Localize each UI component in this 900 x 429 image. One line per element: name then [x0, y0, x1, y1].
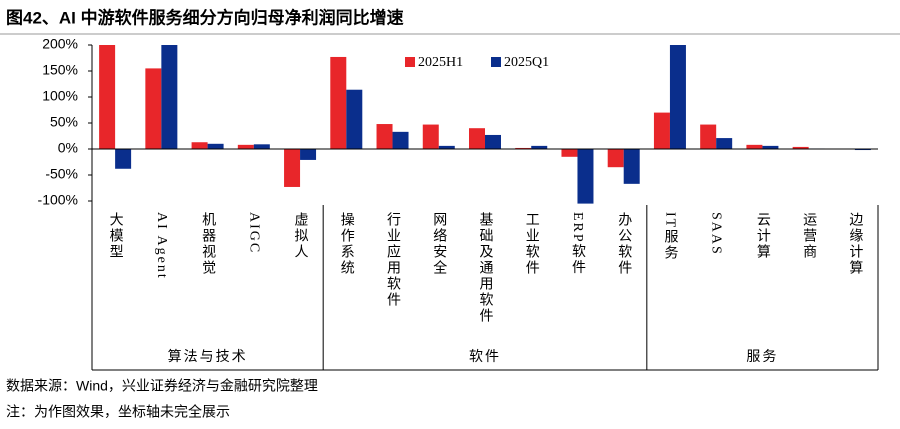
x-tick-label: 网络安全	[431, 212, 447, 276]
bar	[485, 134, 501, 149]
bar	[792, 146, 809, 149]
bar	[330, 56, 347, 149]
bar	[854, 149, 871, 151]
group-label: 服务	[746, 349, 778, 365]
y-tick-label: 50%	[50, 114, 78, 130]
bar	[469, 128, 485, 149]
bar	[561, 149, 578, 157]
group-label: 算法与技术	[168, 349, 248, 365]
bar	[669, 45, 686, 149]
bar	[438, 145, 455, 149]
y-tick-label: 200%	[42, 36, 78, 52]
x-tick-label: SAAS	[709, 212, 724, 256]
x-tick-label: 边缘计算	[847, 212, 863, 276]
x-tick-label: 运营商	[801, 212, 817, 260]
bar	[515, 147, 532, 149]
bar	[300, 149, 317, 160]
x-tick-label: 操作系统	[339, 212, 355, 276]
x-tick-label: IT服务	[662, 212, 678, 261]
bar	[253, 144, 270, 149]
y-tick-label: -50%	[45, 166, 78, 182]
bar	[716, 138, 733, 149]
bar	[376, 124, 393, 149]
x-tick-label: AIGC	[246, 212, 261, 254]
x-tick-label: 基础及通用软件	[478, 211, 494, 324]
bar	[762, 145, 779, 149]
x-tick-label: 云计算	[755, 212, 771, 260]
bar	[623, 149, 640, 184]
x-tick-label: AI Agent	[154, 212, 169, 280]
bar	[145, 68, 162, 149]
bar	[531, 145, 548, 149]
y-tick-label: 0%	[58, 140, 78, 156]
bar	[607, 149, 624, 168]
y-tick-label: 100%	[42, 88, 78, 104]
x-tick-label: 大模型	[108, 212, 124, 260]
x-tick-label: ERP软件	[570, 212, 586, 276]
footnote: 注：为作图效果，坐标轴未完全展示	[6, 404, 230, 420]
legend-swatch	[491, 57, 501, 67]
bar	[653, 112, 670, 149]
x-tick-label: 机器视觉	[200, 212, 216, 276]
bar	[346, 89, 363, 149]
legend-label: 2025Q1	[504, 55, 549, 70]
x-tick-label: 虚拟人	[293, 212, 309, 260]
y-tick-label: 150%	[42, 62, 78, 78]
bar	[577, 149, 594, 204]
bar	[191, 142, 208, 149]
bar	[161, 45, 178, 149]
x-tick-label: 工业软件	[524, 212, 540, 276]
bar	[237, 144, 254, 149]
bar	[207, 143, 224, 149]
bar	[700, 124, 717, 149]
legend-label: 2025H1	[418, 55, 463, 70]
legend-swatch	[405, 57, 415, 67]
group-label: 软件	[469, 349, 501, 365]
y-tick-label: -100%	[38, 192, 78, 208]
chart-title: 图42、AI 中游软件服务细分方向归母净利润同比增速	[6, 7, 404, 27]
bar	[284, 149, 301, 187]
bar	[746, 144, 763, 149]
x-tick-label: 行业应用软件	[385, 212, 401, 308]
source-note: 数据来源：Wind，兴业证券经济与金融研究院整理	[6, 378, 318, 394]
bar	[392, 131, 409, 149]
x-tick-label: 办公软件	[616, 212, 632, 276]
bar	[422, 124, 439, 149]
bar	[99, 45, 116, 149]
bar	[115, 149, 132, 169]
